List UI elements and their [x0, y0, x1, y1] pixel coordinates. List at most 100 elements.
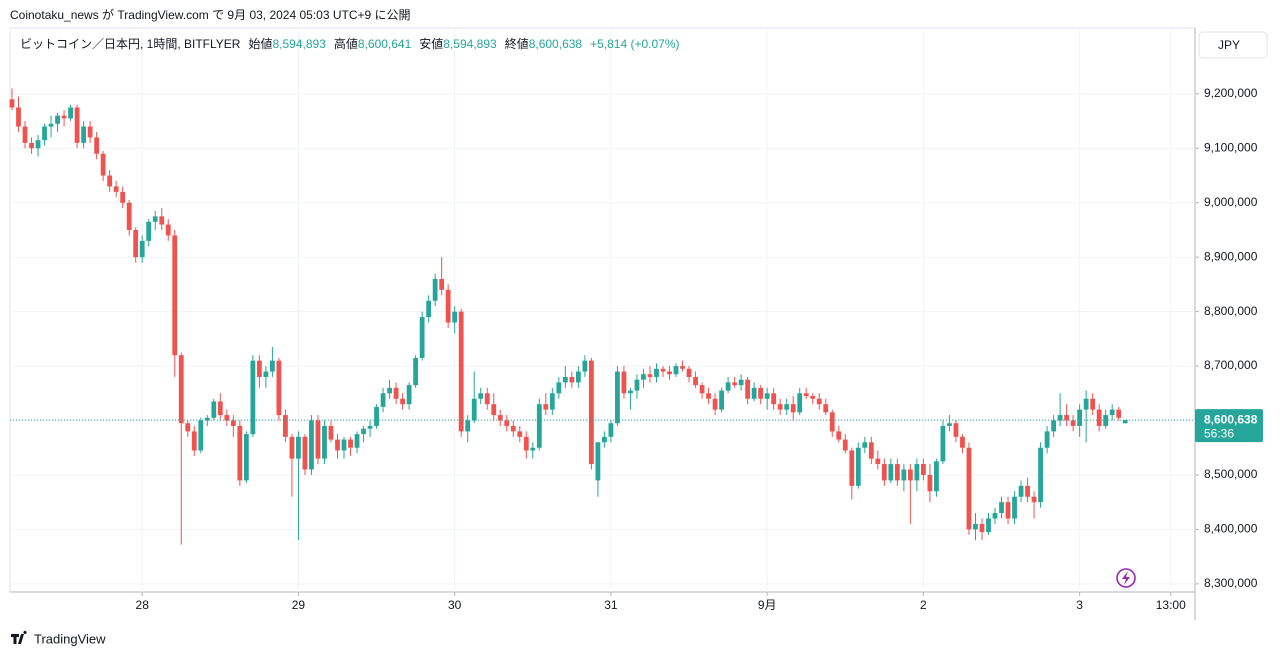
- candle-body: [992, 513, 998, 519]
- icon-bolt: [1122, 571, 1130, 585]
- candle-body: [901, 469, 907, 481]
- candle-body: [68, 107, 73, 119]
- candle-body: [797, 393, 803, 413]
- candle-body: [9, 99, 15, 108]
- candle-body: [686, 368, 692, 377]
- candle-body: [146, 221, 152, 241]
- candle-body: [758, 387, 764, 399]
- candle-body: [816, 398, 822, 405]
- candle-body: [100, 153, 106, 176]
- candle-body: [361, 428, 366, 435]
- candle-body: [29, 142, 34, 149]
- candle-body: [1090, 398, 1096, 410]
- legend: ビットコイン／日本円, 1時間, BITFLYER 始値8,594,893 高値8,…: [20, 36, 680, 51]
- candle-body: [159, 216, 165, 225]
- candle-body: [569, 376, 575, 383]
- candle-body: [426, 300, 432, 318]
- candle-body: [178, 355, 184, 424]
- candle-body: [660, 368, 666, 372]
- high-value: 8,600,641: [358, 37, 412, 51]
- brand-name: TradingView: [34, 631, 106, 646]
- candle-body: [784, 404, 790, 410]
- candle-body: [999, 502, 1004, 514]
- candle-body: [478, 393, 484, 399]
- countdown: 56:36: [1204, 426, 1234, 440]
- y-tick-label: 8,700,000: [1204, 358, 1258, 372]
- currency: JPY: [1218, 38, 1240, 52]
- candle-body: [829, 412, 835, 432]
- x-tick-label: 9月: [758, 598, 777, 612]
- candle-body: [706, 393, 711, 399]
- low-label: 安値: [419, 36, 443, 51]
- candle-body: [862, 442, 868, 448]
- candle-body: [960, 436, 965, 448]
- x-tick-label: 29: [292, 598, 306, 612]
- candle-body: [608, 423, 614, 437]
- candle-body: [491, 404, 497, 416]
- candle-body: [165, 224, 171, 236]
- legend-line: ビットコイン／日本円, 1時間, BITFLYER 始値8,594,893 高値8,…: [20, 36, 680, 51]
- candle-body: [42, 126, 47, 141]
- candle-body: [107, 175, 113, 187]
- candle-body: [771, 393, 777, 405]
- brand-logo: [11, 630, 27, 644]
- candle-body: [790, 404, 796, 413]
- candle-body: [634, 379, 640, 391]
- candle-body: [302, 436, 308, 470]
- candle-body: [543, 404, 549, 410]
- candle-body: [400, 398, 405, 405]
- replay-icon[interactable]: [1116, 568, 1136, 588]
- candle-body: [315, 420, 321, 459]
- candle-body: [745, 379, 751, 399]
- candle-body: [256, 360, 262, 377]
- candle-body: [595, 442, 601, 481]
- candle-body: [725, 382, 731, 391]
- y-tick-label: 9,100,000: [1204, 140, 1258, 154]
- candle-body: [1044, 431, 1050, 448]
- candle-body: [1077, 409, 1083, 426]
- candle-body: [654, 368, 659, 377]
- candle-body: [1070, 420, 1076, 426]
- candle-body: [1109, 409, 1115, 416]
- candle-body: [152, 216, 158, 222]
- candle-body: [615, 371, 620, 424]
- candle-body: [868, 442, 874, 459]
- candle-body: [48, 123, 54, 127]
- x-tick-label: 3: [1076, 598, 1083, 612]
- candle-body: [387, 387, 392, 394]
- candle-body: [680, 366, 685, 369]
- y-tick-label: 9,200,000: [1204, 86, 1258, 100]
- candle-body: [927, 474, 933, 492]
- candle-body: [465, 420, 471, 432]
- candle-body: [367, 425, 373, 429]
- candle-body: [719, 390, 724, 410]
- candle-body: [549, 393, 555, 410]
- candle-body: [1116, 409, 1122, 418]
- candle-body: [738, 379, 744, 386]
- candle-body: [16, 107, 21, 127]
- candle-body: [764, 393, 770, 399]
- currency-button[interactable]: [1198, 31, 1268, 59]
- candles: [9, 88, 1128, 545]
- y-tick-label: 8,800,000: [1204, 304, 1258, 318]
- x-tick-label: 31: [604, 598, 618, 612]
- candle-body: [309, 420, 314, 470]
- low-value: 8,594,893: [443, 37, 497, 51]
- candle-body: [1012, 496, 1017, 519]
- candle-body: [1083, 398, 1089, 410]
- candle-body: [452, 311, 458, 323]
- candle-body: [335, 439, 340, 451]
- candle-body: [230, 420, 236, 426]
- candle-body: [855, 447, 861, 486]
- candle-body: [693, 376, 698, 386]
- x-tick-label: 30: [448, 598, 462, 612]
- last-price-box: [1195, 409, 1263, 443]
- candle-body: [1096, 409, 1102, 426]
- candle-body: [191, 431, 197, 451]
- high-label: 高値: [334, 36, 358, 51]
- attribution: Coinotaku_news が TradingView.com で 9月 03…: [10, 7, 411, 22]
- candle-body: [413, 357, 419, 386]
- candle-body: [575, 371, 581, 383]
